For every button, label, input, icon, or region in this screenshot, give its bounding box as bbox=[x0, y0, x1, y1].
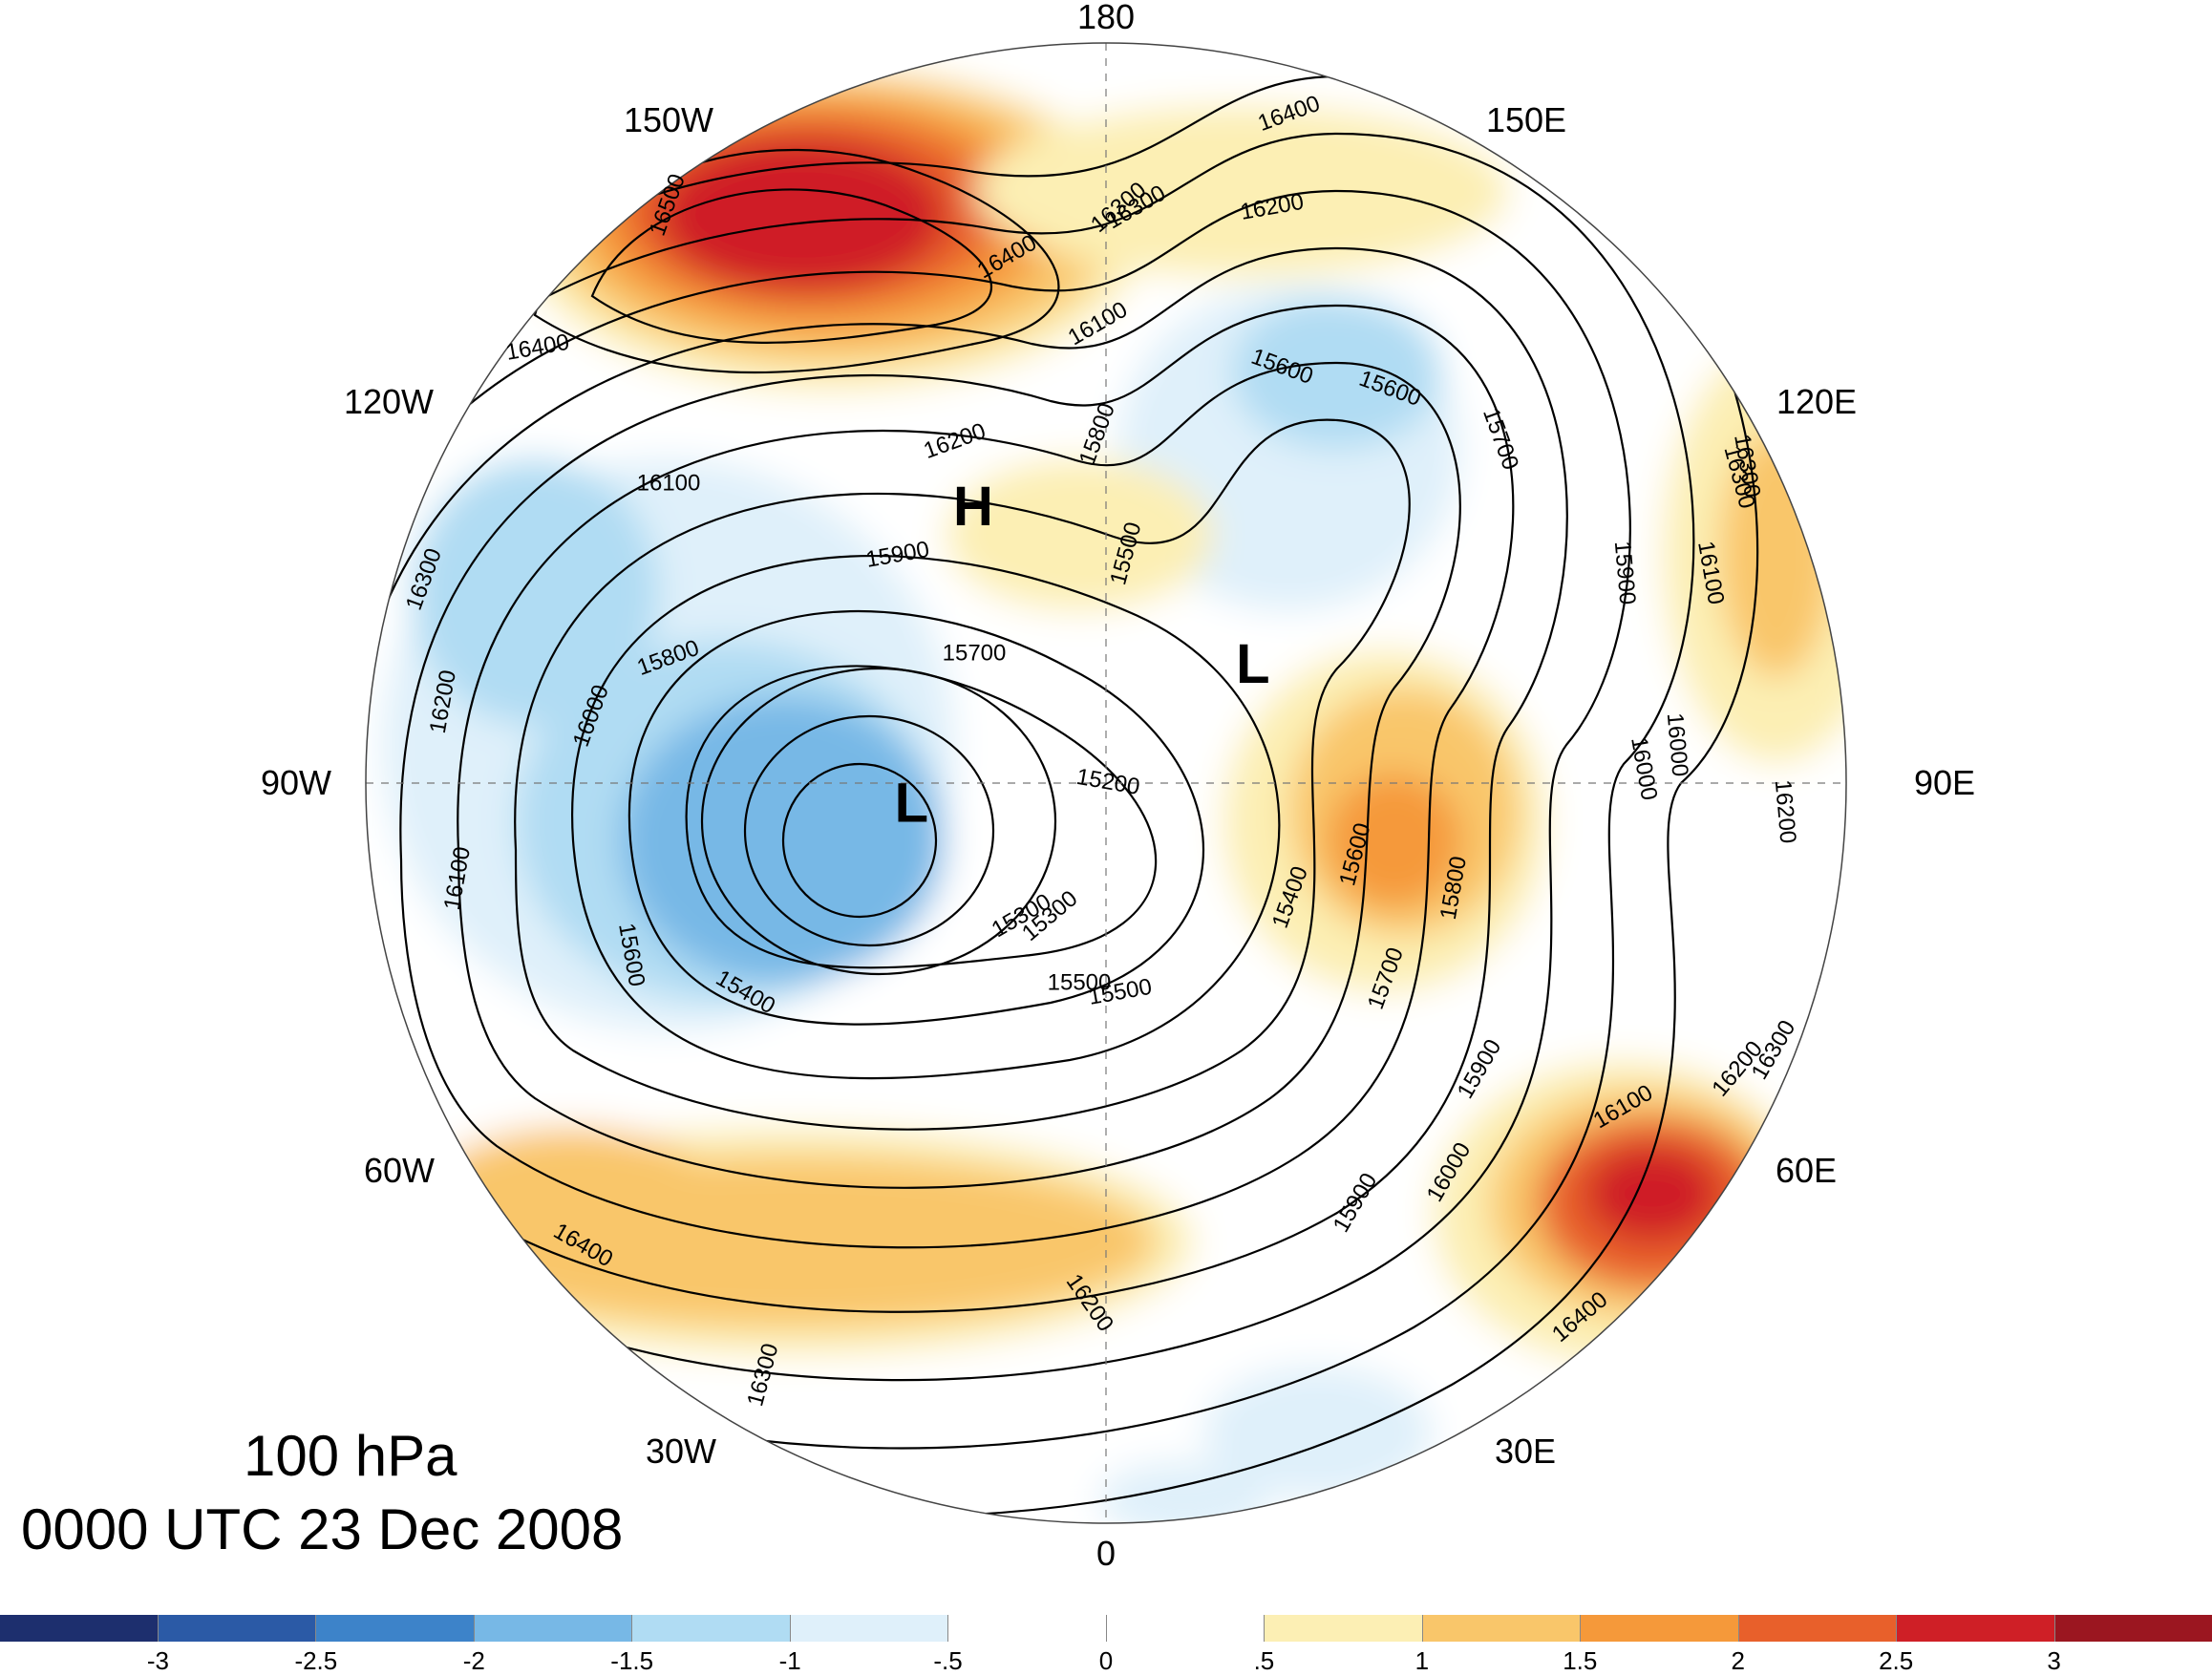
colorbar-swatch bbox=[1581, 1615, 1739, 1642]
colorbar-swatch bbox=[316, 1615, 475, 1642]
colorbar-tick-label: 0 bbox=[1099, 1646, 1113, 1676]
pressure-level-label: 100 hPa bbox=[244, 1423, 457, 1489]
high-center-label: H bbox=[953, 476, 993, 538]
colorbar-tick-label: 2.5 bbox=[1879, 1646, 1913, 1676]
valid-time-label: 0000 UTC 23 Dec 2008 bbox=[21, 1496, 623, 1562]
low-center-label: L bbox=[1236, 633, 1269, 695]
lon-label-120e: 120E bbox=[1776, 382, 1857, 422]
lon-label-0: 0 bbox=[1096, 1534, 1116, 1574]
colorbar-tick-label: .5 bbox=[1254, 1646, 1275, 1676]
colorbar-swatch bbox=[1107, 1615, 1266, 1642]
contour-label: 16100 bbox=[637, 470, 701, 496]
lon-label-60w: 60W bbox=[364, 1151, 435, 1191]
colorbar-swatch bbox=[159, 1615, 317, 1642]
colorbar-swatch bbox=[475, 1615, 633, 1642]
polar-stereographic-map: 1640016300162001610015800156001570015500… bbox=[0, 0, 2212, 1614]
colorbar-tick-label: 1 bbox=[1415, 1646, 1429, 1676]
colorbar-swatch bbox=[791, 1615, 949, 1642]
colorbar-swatch bbox=[1897, 1615, 2055, 1642]
colorbar-swatch bbox=[1265, 1615, 1423, 1642]
contour-label: 15500 bbox=[1048, 969, 1112, 995]
colorbar-tick-label: 1.5 bbox=[1563, 1646, 1597, 1676]
lon-label-60e: 60E bbox=[1776, 1151, 1837, 1191]
lon-label-30e: 30E bbox=[1495, 1432, 1556, 1472]
colorbar-tick-label: -2 bbox=[463, 1646, 485, 1676]
colorbar-swatch bbox=[1423, 1615, 1582, 1642]
lon-label-150w: 150W bbox=[624, 100, 713, 140]
colorbar-tick-label: -1 bbox=[779, 1646, 801, 1676]
low-center-label: L bbox=[895, 772, 928, 834]
colorbar bbox=[0, 1615, 2212, 1642]
colorbar-swatch bbox=[0, 1615, 159, 1642]
colorbar-tick-label: -3 bbox=[147, 1646, 169, 1676]
lon-label-120w: 120W bbox=[344, 382, 434, 422]
colorbar-swatch bbox=[1739, 1615, 1898, 1642]
colorbar-swatch bbox=[2055, 1615, 2212, 1642]
colorbar-tick-label: -1.5 bbox=[610, 1646, 653, 1676]
lon-label-180: 180 bbox=[1077, 0, 1135, 37]
colorbar-tick-label: 3 bbox=[2047, 1646, 2060, 1676]
lon-label-90w: 90W bbox=[261, 763, 331, 803]
colorbar-tick-label: -2.5 bbox=[294, 1646, 337, 1676]
lon-label-150e: 150E bbox=[1486, 100, 1566, 140]
contour-label: 15700 bbox=[943, 640, 1007, 666]
colorbar-tick-label: 2 bbox=[1731, 1646, 1744, 1676]
lon-label-30w: 30W bbox=[646, 1432, 716, 1472]
colorbar-swatch bbox=[948, 1615, 1107, 1642]
lon-label-90e: 90E bbox=[1914, 763, 1975, 803]
colorbar-swatch bbox=[632, 1615, 791, 1642]
colorbar-tick-label: -.5 bbox=[933, 1646, 962, 1676]
